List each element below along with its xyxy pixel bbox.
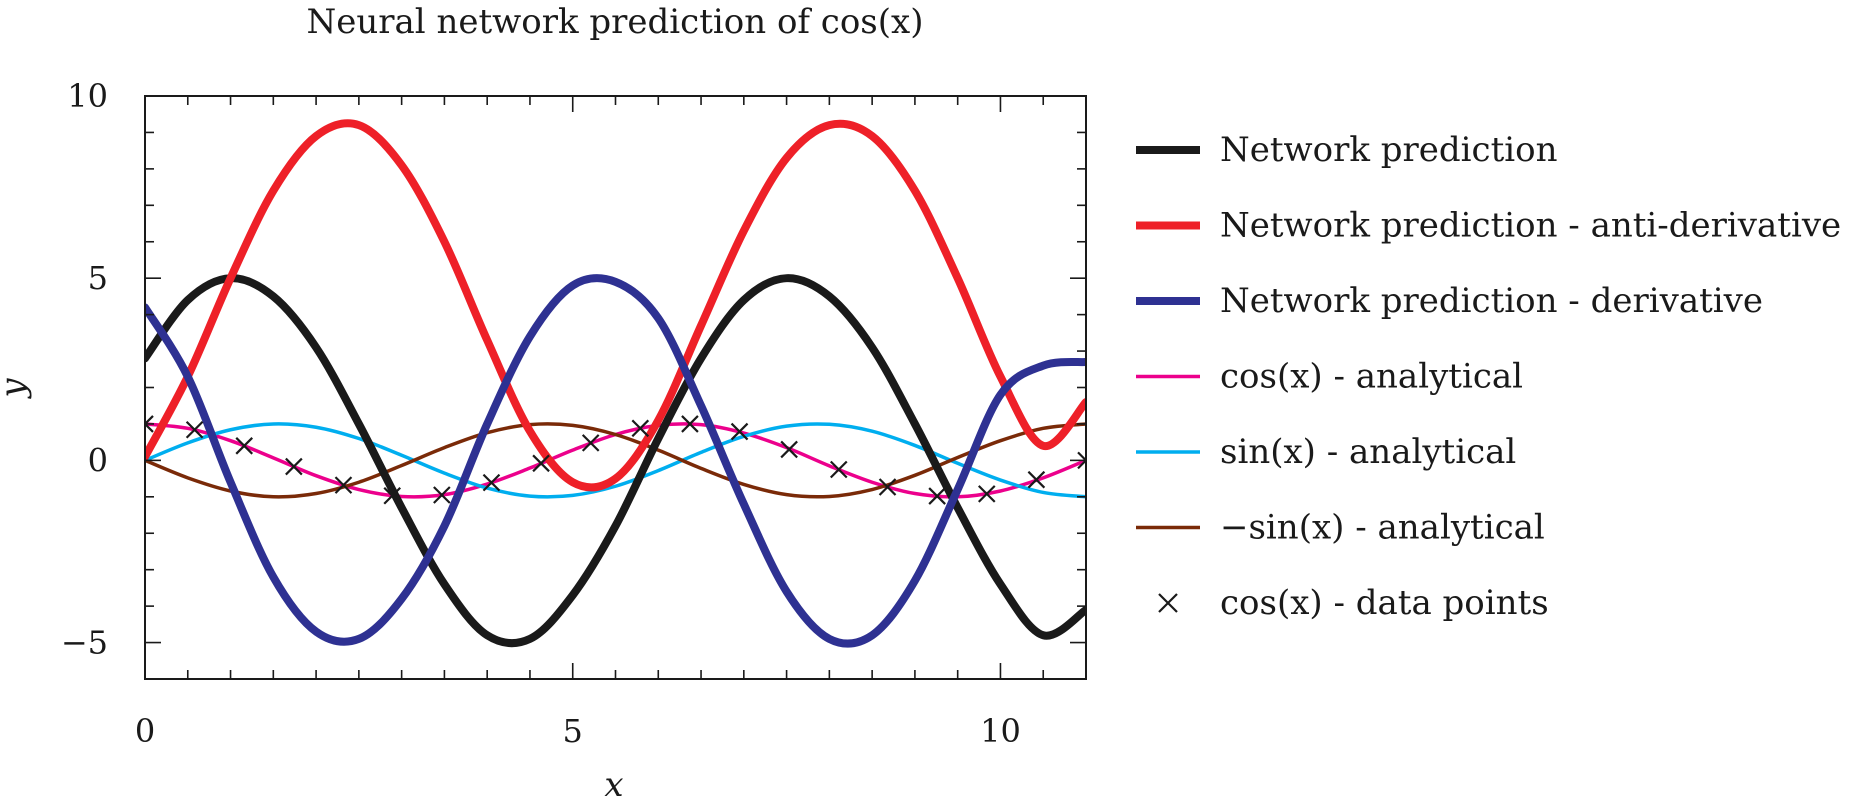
y-tick-label: 0 <box>88 441 108 479</box>
legend-item-network-prediction: Network prediction <box>1136 130 1558 170</box>
data-point-marker <box>482 473 501 492</box>
legend-item-cos-x-data-points: cos(x) - data points <box>1158 583 1549 623</box>
data-point-marker <box>681 415 699 433</box>
legend-label: cos(x) - analytical <box>1220 357 1523 397</box>
y-tick-label: −5 <box>61 624 108 662</box>
data-point-marker <box>631 419 650 438</box>
legend-item-sin-x-analytical: sin(x) - analytical <box>1136 432 1516 472</box>
data-point-marker <box>433 486 451 504</box>
x-axis-label: x <box>604 765 623 803</box>
legend-item-network-prediction-derivative: Network prediction - derivative <box>1136 281 1763 321</box>
data-point-marker <box>1077 451 1086 470</box>
legend-label: −sin(x) - analytical <box>1220 508 1545 548</box>
legend: Network prediction Network prediction - a… <box>1136 130 1841 623</box>
data-point-marker <box>1027 470 1046 489</box>
data-point-marker <box>780 440 798 459</box>
legend-item-cos-x-analytical: cos(x) - analytical <box>1136 357 1523 397</box>
series-cos-x-data-points <box>145 415 1086 505</box>
data-point-marker <box>532 454 550 473</box>
data-point-marker <box>730 422 749 441</box>
legend-label: cos(x) - data points <box>1220 583 1549 623</box>
y-tick-label: 5 <box>88 259 108 297</box>
legend-label: Network prediction - anti-derivative <box>1220 206 1841 246</box>
chart-title: Neural network prediction of cos(x) <box>307 2 924 42</box>
data-point-marker <box>334 476 353 494</box>
data-point-marker <box>829 460 848 479</box>
data-point-marker <box>285 457 303 476</box>
data-point-marker <box>235 437 254 455</box>
x-tick-label: 10 <box>980 712 1021 750</box>
data-point-marker <box>581 434 600 452</box>
legend-label: sin(x) - analytical <box>1220 432 1516 472</box>
legend-label: Network prediction <box>1220 130 1558 170</box>
series-line-network-prediction-anti-derivative <box>145 119 1086 492</box>
x-tick-label: 5 <box>563 712 583 750</box>
data-point-marker <box>145 415 154 433</box>
series-line-sin-x-analytical <box>145 422 1086 499</box>
legend-item-network-prediction-anti-derivative: Network prediction - anti-derivative <box>1136 206 1841 246</box>
data-point-marker <box>878 478 897 496</box>
axis-ticks <box>144 95 1087 680</box>
y-axis-label: y <box>0 378 33 400</box>
data-point-marker <box>185 420 204 439</box>
series-line-network-prediction-derivative <box>145 274 1086 648</box>
y-tick-label: 10 <box>67 77 108 115</box>
legend-marker <box>1158 593 1178 613</box>
data-point-marker <box>977 485 996 503</box>
data-point-marker <box>928 487 946 505</box>
series-line-network-prediction <box>145 274 1086 648</box>
axis-tick-labels: 0 5 10 −5 0 5 10 <box>61 77 1021 750</box>
data-point-marker <box>383 486 402 505</box>
x-tick-label: 0 <box>135 712 155 750</box>
legend-item-sin-x-analytical: −sin(x) - analytical <box>1136 508 1545 548</box>
legend-label: Network prediction - derivative <box>1220 281 1763 321</box>
